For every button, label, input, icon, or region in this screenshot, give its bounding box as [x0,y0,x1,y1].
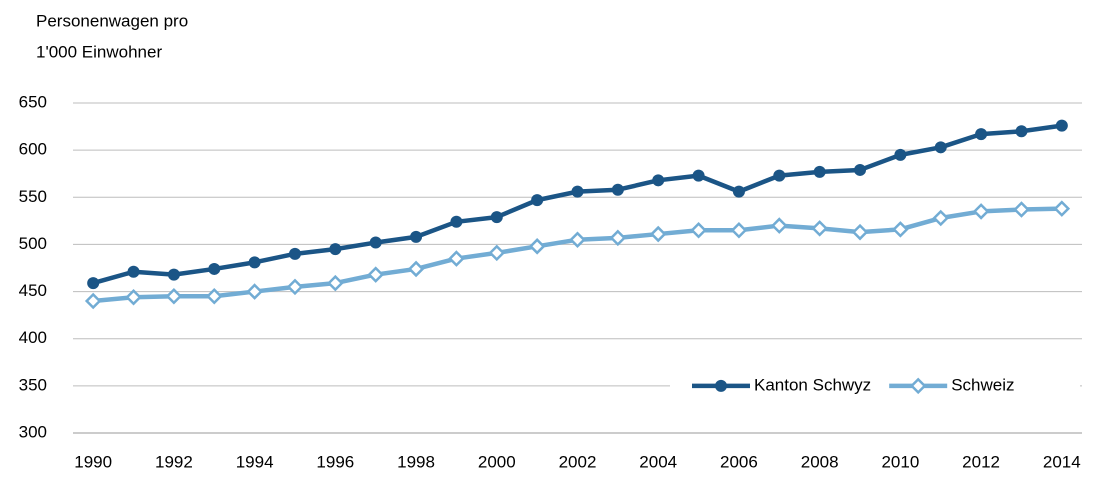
point [571,185,584,198]
point [246,283,263,300]
point [125,288,142,306]
point [327,274,344,292]
x-tick-label: 2012 [962,452,1000,471]
point [569,231,586,248]
legend-label: Schweiz [951,375,1014,394]
point [692,169,705,182]
x-tick-label: 2010 [881,452,919,471]
x-tick-label: 1996 [316,452,354,471]
point [84,292,102,310]
y-tick-label: 600 [19,140,47,159]
legend-label: Kanton Schwyz [754,375,871,394]
point [369,236,382,249]
point [1013,201,1030,218]
x-tick-label: 2014 [1043,452,1081,471]
point [490,211,503,224]
point [167,268,180,281]
point [649,225,667,243]
point [410,230,423,243]
y-axis-label: Personenwagen pro [36,11,188,30]
y-tick-label: 450 [19,281,47,300]
point [892,221,909,238]
point [1015,125,1028,138]
x-tick-label: 1994 [236,452,274,471]
point [715,379,727,392]
point [531,194,544,207]
y-tick-label: 500 [19,234,47,253]
point [609,229,627,247]
point [934,141,947,154]
point [248,256,261,269]
point [367,266,384,283]
point [208,262,221,275]
point [528,238,546,255]
point [611,183,624,196]
line [92,206,1062,304]
point [87,277,100,290]
point [329,243,342,256]
x-tick-label: 2000 [478,452,516,471]
y-tick-label: 300 [19,422,47,441]
point [286,278,304,296]
point [972,203,990,220]
x-tick-label: 1992 [155,452,193,471]
point [894,148,907,161]
point [975,128,988,141]
point [448,250,465,267]
point [690,222,707,239]
point [488,244,506,262]
y-tick-label: 550 [19,187,47,206]
point [407,260,425,278]
x-tick-label: 2004 [639,452,677,471]
point [652,174,665,187]
point [813,165,826,178]
point [773,169,786,182]
point [730,222,748,239]
y-tick-label: 650 [19,92,47,111]
y-axis-label: 1'000 Einwohner [36,42,162,61]
point [127,265,140,278]
x-tick-label: 1998 [397,452,435,471]
x-tick-label: 2006 [720,452,758,471]
y-tick-label: 350 [19,375,47,394]
x-tick-label: 2002 [559,452,597,471]
y-tick-label: 400 [19,328,47,347]
point [288,247,301,260]
point [854,163,867,176]
line [92,123,1063,286]
x-tick-label: 2008 [801,452,839,471]
point [851,223,869,241]
point [205,288,223,305]
point [1053,200,1071,217]
point [450,215,463,228]
point [811,220,828,237]
point [165,288,183,305]
point [909,377,927,395]
point [732,185,745,198]
point [932,209,950,227]
point [1055,119,1068,132]
point [771,217,788,234]
x-tick-label: 1990 [74,452,112,471]
